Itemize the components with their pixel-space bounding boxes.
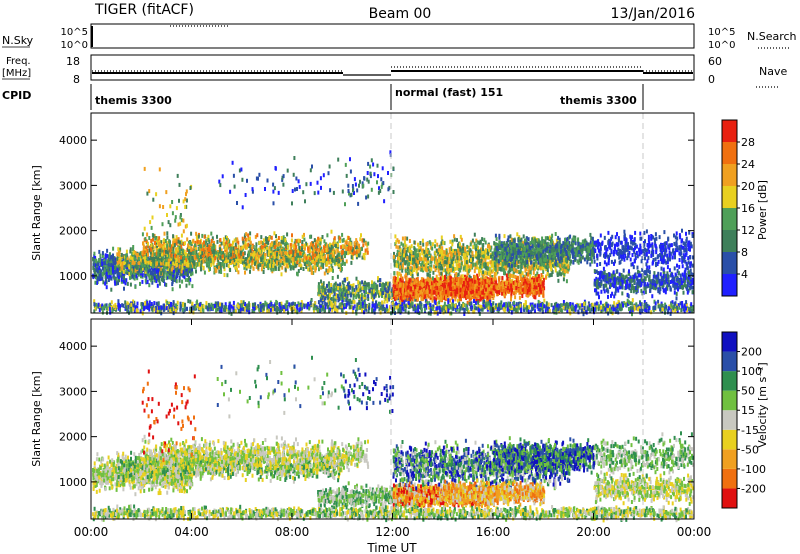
velocity-scatter — [92, 356, 694, 523]
cpid-segment-3: themis 3300 — [560, 94, 637, 107]
power-colorbar-swatch — [722, 120, 737, 142]
nave-tick-high: 60 — [708, 55, 722, 68]
velocity-ytick-label: 3000 — [59, 385, 87, 398]
power-colorbar-swatch — [722, 274, 737, 296]
velocity-colorbar-swatch — [722, 430, 737, 450]
cpid-segment-2: normal (fast) 151 — [395, 86, 503, 99]
x-tick-label: 00:00 — [74, 525, 109, 539]
velocity-colorbar-tick: 50 — [741, 385, 755, 398]
power-ytick-label: 3000 — [59, 179, 87, 192]
velocity-colorbar-label: Velocity [m s⁻¹] — [756, 362, 769, 447]
power-colorbar-tick: 16 — [741, 202, 755, 215]
power-colorbar-tick: 4 — [741, 268, 748, 281]
date-title: 13/Jan/2016 — [611, 6, 696, 22]
x-tick-label: 00:00 — [677, 525, 712, 539]
nsky-tick-high: 10^5 — [61, 27, 88, 38]
velocity-colorbar-swatch — [722, 469, 737, 489]
nsearch-tick-low: 10^0 — [708, 40, 735, 51]
power-colorbar-tick: 28 — [741, 136, 755, 149]
nsearch-tick-high: 10^5 — [708, 27, 735, 38]
nsky-tick-low: 10^0 — [61, 40, 88, 51]
freq-unit-label: [MHz] — [2, 68, 31, 79]
freq-panel — [91, 55, 694, 80]
freq-tick-low: 8 — [73, 73, 80, 86]
power-panel: 1000 2000 3000 4000 Slant Range [km] — [30, 113, 694, 316]
power-colorbar-tick: 20 — [741, 180, 755, 193]
velocity-colorbar-tick: 200 — [741, 346, 762, 359]
velocity-ytick-label: 2000 — [59, 431, 87, 444]
power-colorbar-swatch — [722, 186, 737, 208]
x-tick-label: 04:00 — [174, 525, 209, 539]
power-colorbar-tick: 8 — [741, 246, 748, 259]
x-tick-label: 20:00 — [576, 525, 611, 539]
velocity-ytick-label: 1000 — [59, 476, 87, 489]
velocity-colorbar-tick: -200 — [741, 482, 766, 495]
nsky-label: N.Sky — [2, 34, 34, 47]
velocity-colorbar-swatch — [722, 488, 737, 508]
power-colorbar-label: Power [dB] — [756, 180, 769, 240]
cpid-label: CPID — [2, 89, 31, 102]
nsky-panel — [91, 24, 694, 48]
nave-label: Nave — [759, 65, 787, 78]
power-ytick-label: 4000 — [59, 134, 87, 147]
x-tick-label: 12:00 — [375, 525, 410, 539]
power-colorbar-swatch — [722, 252, 737, 274]
nave-tick-low: 0 — [708, 73, 715, 86]
power-colorbar-swatch — [722, 208, 737, 230]
nsearch-label: N.Search — [747, 30, 797, 43]
x-tick-label: 16:00 — [476, 525, 511, 539]
power-colorbar-swatch — [722, 230, 737, 252]
velocity-colorbar-swatch — [722, 410, 737, 430]
velocity-colorbar-swatch — [722, 352, 737, 372]
power-colorbar-tick: 24 — [741, 158, 755, 171]
power-ytick-label: 1000 — [59, 270, 87, 283]
velocity-colorbar-swatch — [722, 391, 737, 411]
velocity-colorbar-tick: 15 — [741, 404, 755, 417]
x-axis-label: Time UT — [366, 541, 417, 554]
velocity-ylabel: Slant Range [km] — [30, 371, 43, 467]
rti-plot: TIGER (fitACF) Beam 00 13/Jan/2016 N.Sky… — [0, 0, 800, 554]
power-colorbar-tick: 12 — [741, 224, 755, 237]
velocity-colorbar-swatch — [722, 449, 737, 469]
power-ytick-label: 2000 — [59, 225, 87, 238]
velocity-panel: 1000 2000 3000 4000 00:00 04:00 08:00 12:00 16:… — [30, 307, 711, 554]
cpid-segment-1: themis 3300 — [95, 94, 172, 107]
freq-tick-high: 18 — [66, 55, 80, 68]
freq-label: Freq. — [6, 56, 31, 67]
power-ylabel: Slant Range [km] — [30, 165, 43, 261]
velocity-ytick-label: 4000 — [59, 340, 87, 353]
velocity-colorbar-swatch — [722, 371, 737, 391]
power-scatter — [92, 150, 694, 316]
radar-title: TIGER (fitACF) — [94, 2, 194, 18]
velocity-colorbar-swatch — [722, 332, 737, 352]
x-tick-label: 08:00 — [275, 525, 310, 539]
power-colorbar-swatch — [722, 164, 737, 186]
velocity-colorbar-tick: -100 — [741, 463, 766, 476]
power-colorbar-swatch — [722, 142, 737, 164]
beam-title: Beam 00 — [369, 6, 432, 22]
power-colorbar: 4 8 12 16 20 24 28 — [722, 120, 755, 296]
